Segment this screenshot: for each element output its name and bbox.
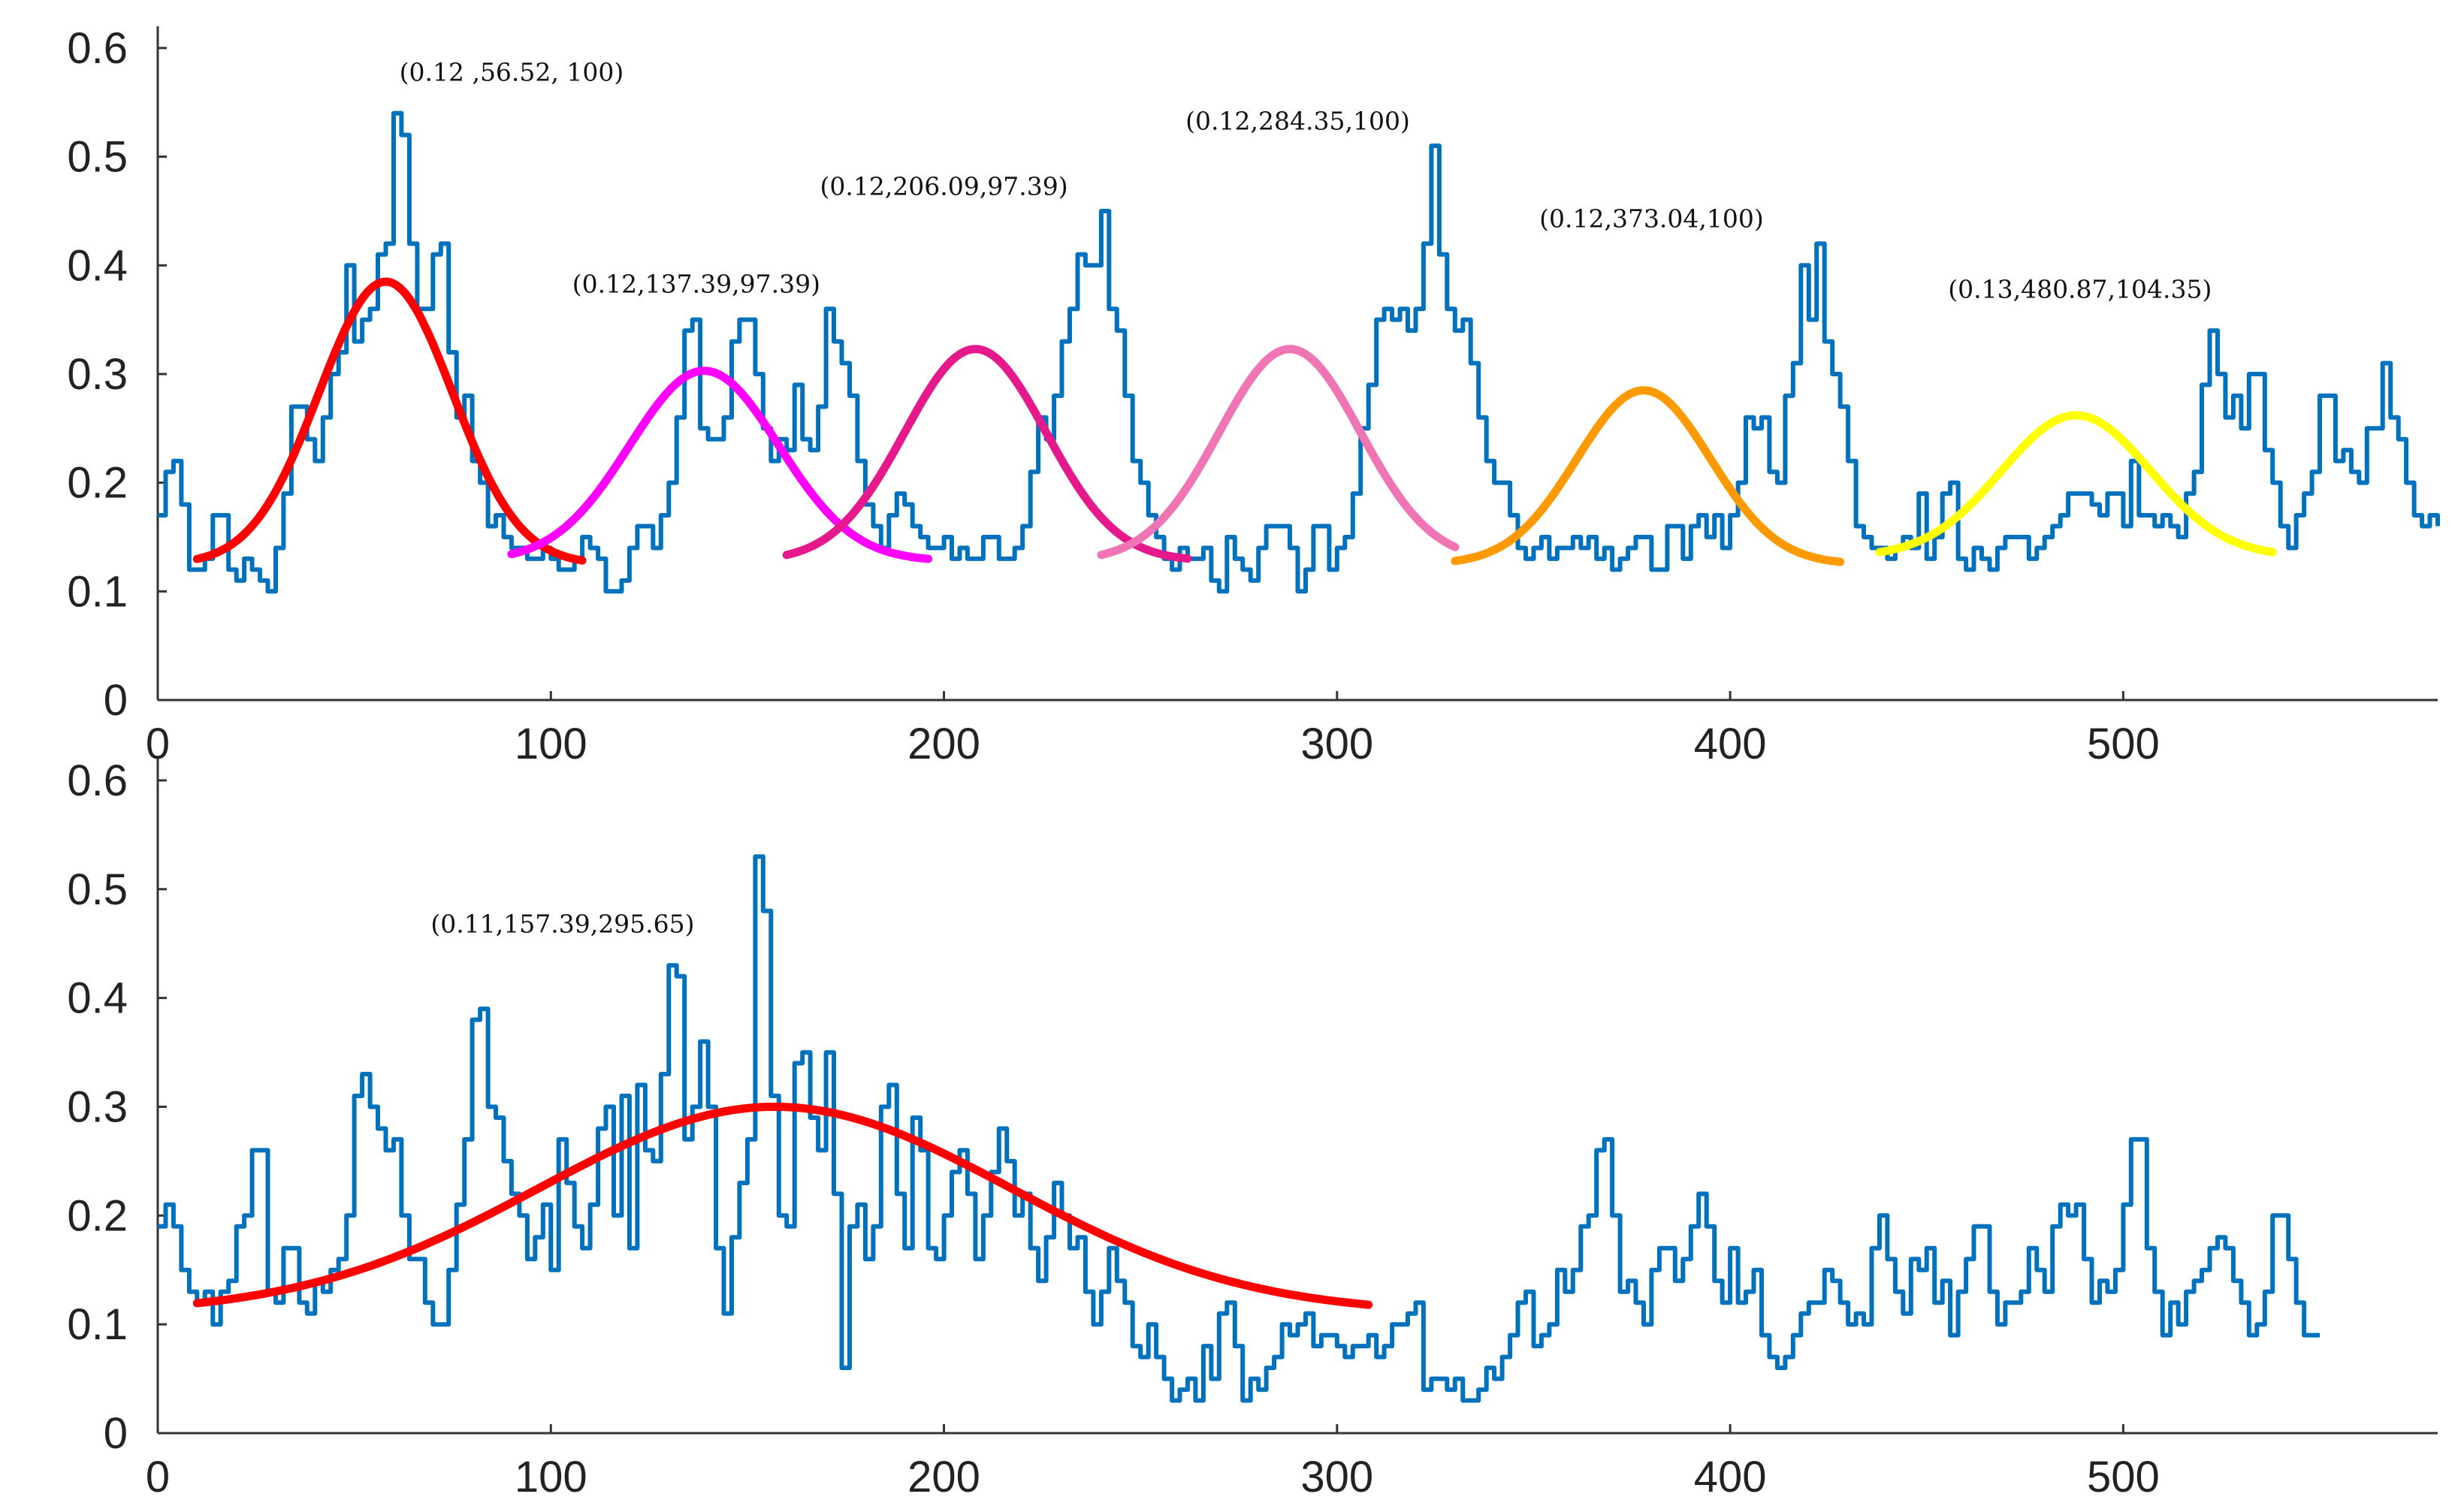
gaussian-fit-curve-5 — [1451, 386, 1845, 566]
fit-parameter-label: (0.12 ,56.52, 100) — [400, 57, 624, 86]
y-tick-label: 0.5 — [67, 133, 128, 182]
x-tick-label: 200 — [907, 720, 980, 768]
y-tick-label: 0.6 — [67, 24, 128, 73]
fit-parameter-label: (0.12,373.04,100) — [1539, 204, 1764, 234]
fit-parameter-label: (0.13,480.87,104.35) — [1948, 275, 2212, 304]
gaussian-fit-curve-1 — [192, 1102, 1373, 1309]
gaussian-fit-curve-3 — [782, 345, 1192, 563]
x-tick-label: 0 — [146, 1453, 170, 1501]
y-tick-label: 0.4 — [67, 974, 128, 1023]
fit-parameter-label: (0.12,284.35,100) — [1185, 106, 1410, 135]
x-tick-label: 100 — [515, 1453, 587, 1501]
y-tick-label: 0.3 — [67, 1082, 128, 1131]
plot-panel-2: 0 0.1 0.2 0.3 0.4 0.5 0.6 0 100 200 300 400 500 (0.11… — [67, 756, 2438, 1501]
x-tick-label: 300 — [1300, 1453, 1373, 1501]
y-tick-label: 0.3 — [67, 350, 128, 399]
x-tick-label: 400 — [1694, 720, 1767, 768]
x-tick-label: 200 — [907, 1453, 980, 1501]
plot-panel-1: 00.10.20.30.40.50.60 100 200 300 400 500(0.12… — [67, 24, 2440, 768]
y-tick-label: 0.1 — [67, 567, 128, 616]
x-tick-label: 500 — [2087, 720, 2160, 768]
y-tick-label: 0 — [104, 1409, 128, 1458]
y-tick-label: 0.4 — [67, 241, 128, 290]
fit-parameter-label: (0.11,157.39,295.65) — [430, 910, 694, 939]
gaussian-fit-curve-6 — [1875, 411, 2277, 557]
fit-parameter-label: (0.12,206.09,97.39) — [820, 171, 1067, 201]
gaussian-fit-curve-4 — [1097, 345, 1460, 560]
y-tick-label: 0.6 — [67, 756, 128, 805]
signal-series-line — [158, 110, 2440, 594]
y-tick-label: 0.2 — [67, 459, 128, 508]
y-tick-label: 0.5 — [67, 865, 128, 914]
y-tick-label: 0.2 — [67, 1191, 128, 1240]
gaussian-fit-curve-2 — [507, 367, 933, 563]
x-tick-label: 400 — [1694, 1453, 1767, 1501]
x-tick-label: 100 — [515, 720, 587, 768]
signal-series-line — [158, 854, 2320, 1403]
gaussian-fit-curve-1 — [192, 277, 587, 565]
y-tick-label: 0 — [104, 676, 128, 725]
x-tick-label: 300 — [1300, 720, 1373, 768]
y-tick-label: 0.1 — [67, 1300, 128, 1349]
x-tick-label: 500 — [2087, 1453, 2160, 1501]
fit-parameter-label: (0.12,137.39,97.39) — [572, 269, 820, 298]
